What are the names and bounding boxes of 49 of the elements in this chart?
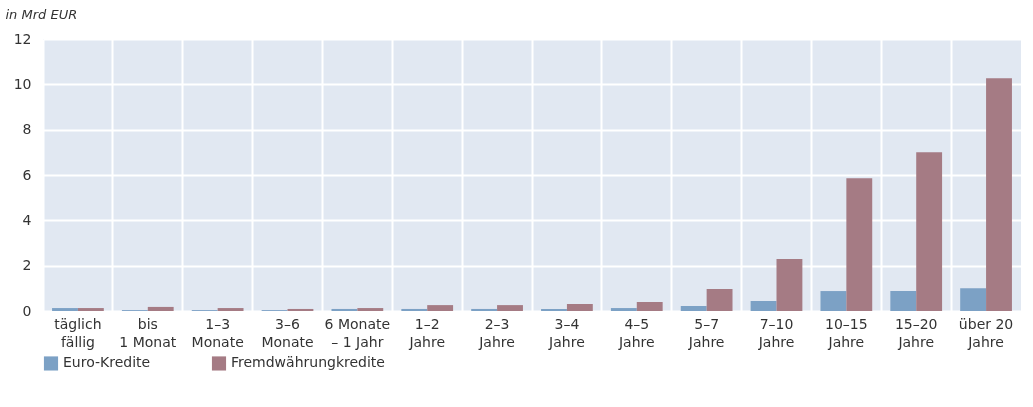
bar xyxy=(820,291,847,311)
bar xyxy=(287,308,314,311)
x-tick-label: 4–5 Jahre xyxy=(617,315,655,350)
bar xyxy=(357,308,384,311)
bar xyxy=(846,178,873,311)
legend-label: Euro-Kredite xyxy=(63,354,151,371)
bar xyxy=(960,288,987,311)
y-tick-label: 4 xyxy=(22,211,32,228)
x-tick-label: 5–7 Jahre xyxy=(687,315,725,350)
y-tick-label: 6 xyxy=(22,166,32,183)
y-tick-label: 10 xyxy=(13,75,32,92)
bar xyxy=(401,308,428,311)
x-tick-label: täglich fällig xyxy=(54,315,102,350)
bar xyxy=(890,291,917,311)
bar xyxy=(986,78,1012,311)
bar xyxy=(217,308,244,311)
bar xyxy=(471,308,498,311)
bar xyxy=(706,289,733,311)
x-tick-label: bis 1 Monat xyxy=(119,315,177,350)
bar xyxy=(776,259,803,311)
y-tick-label: 2 xyxy=(22,257,32,274)
x-tick-label: 15–20 Jahre xyxy=(894,315,938,350)
bar xyxy=(636,301,663,311)
y-tick-label: 8 xyxy=(22,121,32,138)
bar xyxy=(916,152,943,311)
x-tick-label: 6 Monate – 1 Jahr xyxy=(324,315,391,350)
bar xyxy=(680,306,707,311)
bar xyxy=(566,303,593,311)
bar xyxy=(541,308,567,311)
y-tick-label: 12 xyxy=(13,30,32,47)
x-tick-label: 1–3 Monate xyxy=(191,315,244,350)
bar xyxy=(497,305,523,311)
y-axis-title: in Mrd EUR xyxy=(5,6,78,22)
x-tick-label: 7–10 Jahre xyxy=(757,315,795,350)
x-tick-label: 1–2 Jahre xyxy=(408,315,446,350)
y-tick-label: 0 xyxy=(22,302,32,319)
bar xyxy=(52,308,78,311)
bar xyxy=(331,308,358,311)
x-tick-label: 10–15 Jahre xyxy=(825,315,868,350)
bar xyxy=(77,308,104,311)
x-tick-label: 2–3 Jahre xyxy=(478,315,515,350)
bar xyxy=(750,301,777,311)
bar xyxy=(147,306,174,311)
x-tick-label: 3–6 Monate xyxy=(261,315,314,350)
x-tick-label: 3–4 Jahre xyxy=(548,315,585,350)
bar xyxy=(610,308,637,311)
legend-label: Fremdwährungkredite xyxy=(231,354,385,371)
bar xyxy=(427,305,454,311)
x-tick-label: über 20 Jahre xyxy=(958,315,1014,350)
